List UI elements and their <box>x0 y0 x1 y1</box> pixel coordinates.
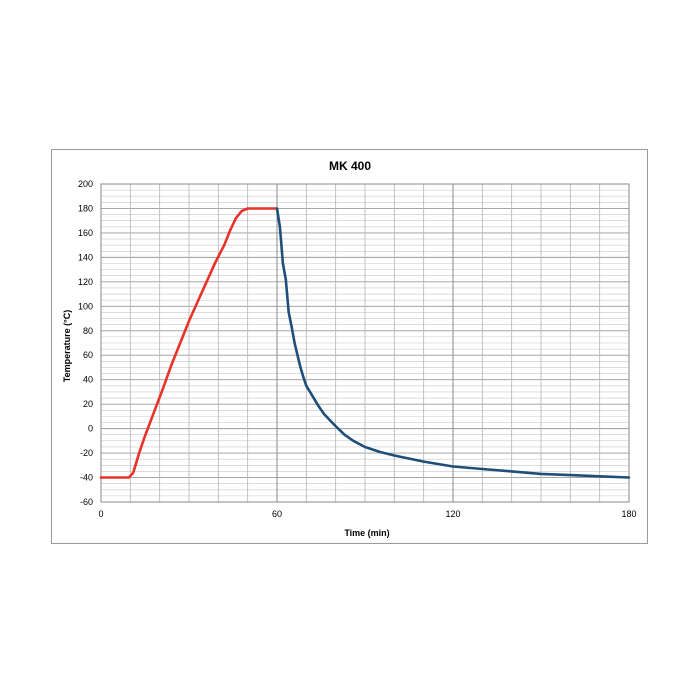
x-tick-label: 120 <box>445 509 460 519</box>
y-tick-label: -20 <box>80 448 93 458</box>
y-tick-label: 0 <box>88 424 93 434</box>
plot-area-border <box>100 183 630 503</box>
cooling-series-line <box>275 207 631 479</box>
series-layer <box>99 207 631 479</box>
y-tick-label: -40 <box>80 473 93 483</box>
y-tick-label: 140 <box>78 252 93 262</box>
x-tick-label: 60 <box>272 509 282 519</box>
tick-layer: -60 -40 -20 0 20 40 60 80 100 120 140 160 180 200 0 60 1… <box>78 179 637 519</box>
heating-series-line <box>99 207 279 479</box>
y-tick-label: 180 <box>78 203 93 213</box>
y-tick-label: -60 <box>80 497 93 507</box>
y-tick-label: 60 <box>83 350 93 360</box>
x-tick-label: 0 <box>98 509 103 519</box>
y-tick-label: 100 <box>78 301 93 311</box>
line-chart: -60 -40 -20 0 20 40 60 80 100 120 140 160 180 200 0 60 1… <box>62 159 637 538</box>
y-tick-label: 120 <box>78 277 93 287</box>
y-tick-label: 200 <box>78 179 93 189</box>
y-tick-label: 80 <box>83 326 93 336</box>
x-tick-label: 180 <box>621 509 636 519</box>
y-tick-label: 20 <box>83 399 93 409</box>
y-tick-label: 160 <box>78 228 93 238</box>
y-tick-label: 40 <box>83 375 93 385</box>
chart-frame: -60 -40 -20 0 20 40 60 80 100 120 140 160 180 200 0 60 1… <box>51 149 648 544</box>
chart-title: MK 400 <box>329 159 371 173</box>
y-axis-title: Temperature (°C) <box>62 310 72 382</box>
grid-layer <box>100 183 630 503</box>
x-axis-title: Time (min) <box>344 528 389 538</box>
